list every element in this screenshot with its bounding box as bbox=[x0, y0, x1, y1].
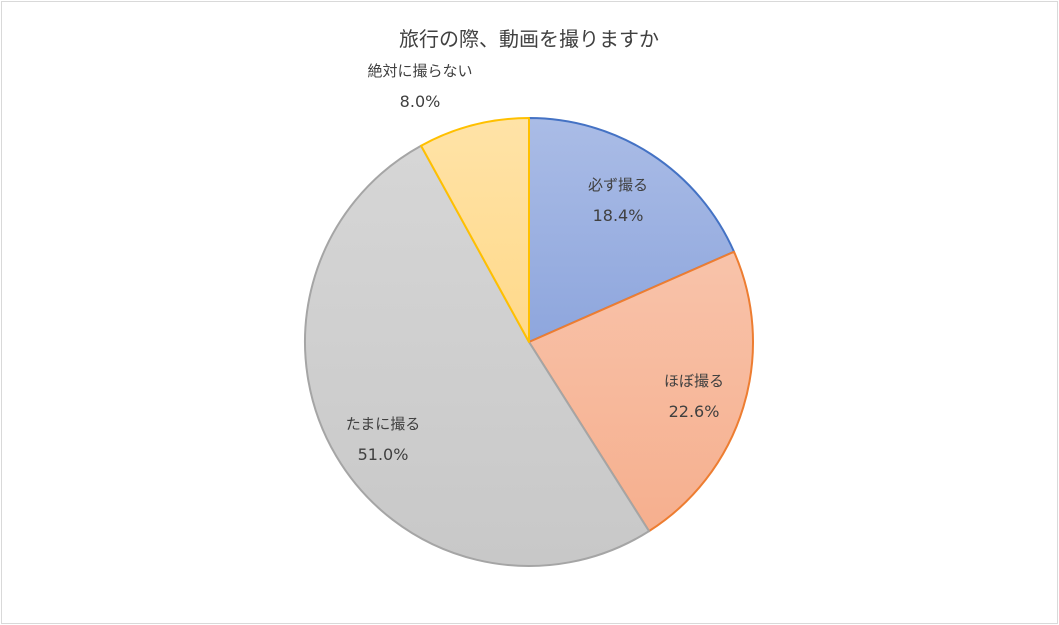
slice-label-1: 必ず撮る bbox=[588, 176, 648, 194]
pie-slice-4 bbox=[420, 117, 530, 343]
slice-value-label-1: 18.4% bbox=[593, 206, 644, 225]
chart-title: 旅行の際、動画を撮りますか bbox=[399, 27, 659, 51]
pie-slice-3 bbox=[304, 144, 651, 567]
slice-value-label-4: 8.0% bbox=[400, 92, 441, 111]
slice-label-2: ほぼ撮る bbox=[664, 372, 724, 390]
pie-slice-1 bbox=[528, 117, 736, 343]
pie-slices bbox=[304, 117, 754, 567]
slice-value-label-2: 22.6% bbox=[669, 402, 720, 421]
slice-label-4: 絶対に撮らない bbox=[367, 62, 472, 80]
pie-slice-2 bbox=[528, 250, 754, 533]
slice-label-3: たまに撮る bbox=[346, 415, 421, 433]
slice-value-label-3: 51.0% bbox=[358, 445, 409, 464]
pie-labels: 必ず撮る 18.4% ほぼ撮る 22.6% たまに撮る 51.0% 絶対に撮らない 8.0% bbox=[346, 62, 724, 464]
